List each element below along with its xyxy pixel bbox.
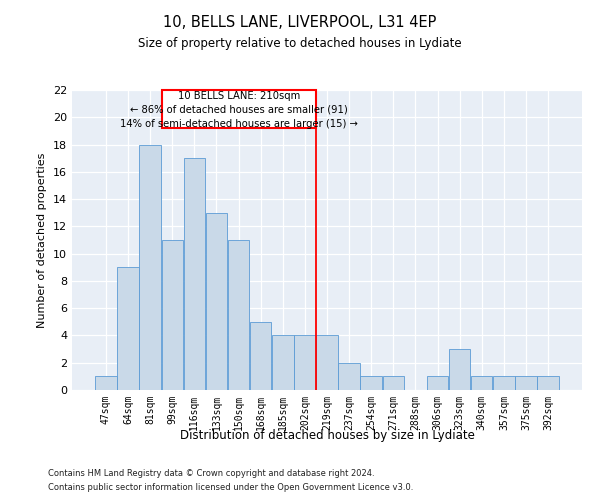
Text: Contains HM Land Registry data © Crown copyright and database right 2024.: Contains HM Land Registry data © Crown c… (48, 468, 374, 477)
Text: 10, BELLS LANE, LIVERPOOL, L31 4EP: 10, BELLS LANE, LIVERPOOL, L31 4EP (163, 15, 437, 30)
Bar (383, 376, 404, 390)
Text: Size of property relative to detached houses in Lydiate: Size of property relative to detached ho… (138, 38, 462, 51)
Bar (206, 212, 227, 390)
Text: 10 BELLS LANE: 210sqm
← 86% of detached houses are smaller (91)
14% of semi-deta: 10 BELLS LANE: 210sqm ← 86% of detached … (120, 90, 358, 128)
Bar (361, 376, 382, 390)
Bar (95, 376, 116, 390)
Text: Distribution of detached houses by size in Lydiate: Distribution of detached houses by size … (179, 428, 475, 442)
Y-axis label: Number of detached properties: Number of detached properties (37, 152, 47, 328)
Bar (427, 376, 448, 390)
Bar (493, 376, 515, 390)
Bar (338, 362, 360, 390)
Bar (538, 376, 559, 390)
Bar (272, 336, 293, 390)
Bar (139, 144, 161, 390)
Bar (184, 158, 205, 390)
Text: Contains public sector information licensed under the Open Government Licence v3: Contains public sector information licen… (48, 484, 413, 492)
Bar (449, 349, 470, 390)
FancyBboxPatch shape (162, 90, 316, 128)
Bar (228, 240, 249, 390)
Bar (471, 376, 493, 390)
Bar (161, 240, 183, 390)
Bar (316, 336, 338, 390)
Bar (515, 376, 537, 390)
Bar (250, 322, 271, 390)
Bar (294, 336, 316, 390)
Bar (117, 268, 139, 390)
